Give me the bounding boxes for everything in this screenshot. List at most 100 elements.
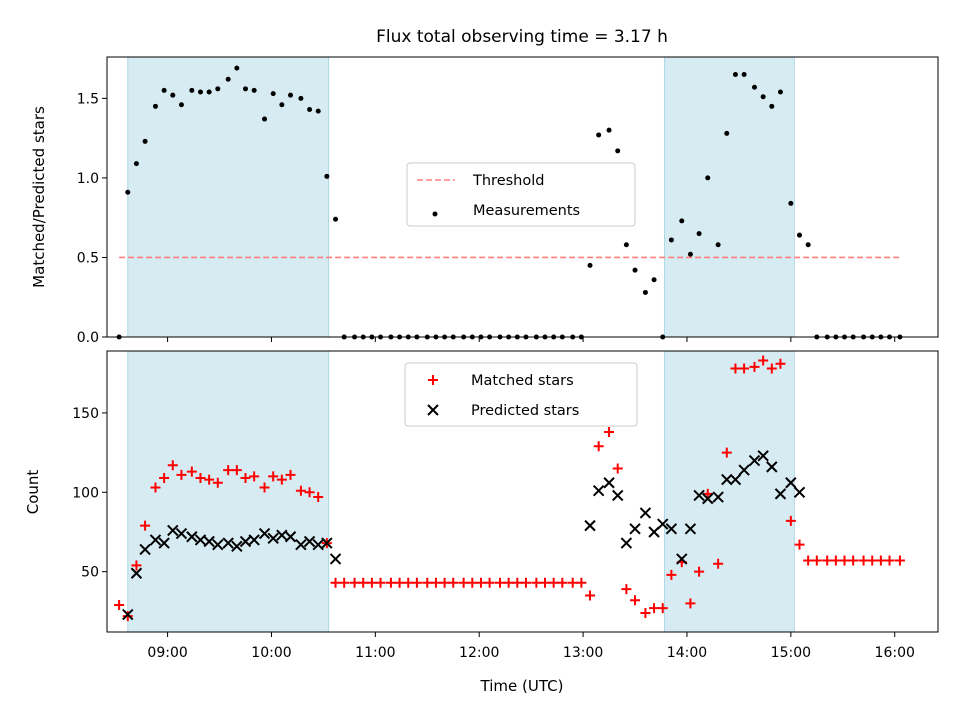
- measurement-point: [788, 200, 794, 206]
- x-tick-label: 10:00: [251, 645, 291, 661]
- legend-entry-label: Predicted stars: [471, 403, 579, 419]
- measurement-point: [805, 242, 811, 248]
- matched-star-marker: [494, 577, 505, 588]
- predicted-star-marker: [239, 535, 252, 548]
- predicted-star-marker: [629, 523, 641, 535]
- predicted-star-marker: [194, 534, 207, 546]
- matched-star-marker: [585, 590, 596, 601]
- matched-star-marker: [249, 471, 260, 482]
- matched-star-marker: [894, 555, 905, 566]
- matched-star-marker: [630, 595, 641, 606]
- legend-entry-label: Threshold: [472, 173, 544, 189]
- measurement-point: [642, 289, 648, 295]
- predicted-star-marker: [639, 507, 652, 519]
- predicted-star-marker: [212, 538, 224, 551]
- measurement-point: [751, 84, 757, 90]
- predicted-star-marker: [766, 461, 778, 473]
- matched-star-marker: [884, 555, 895, 566]
- predicted-star-marker: [793, 486, 806, 499]
- matched-star-marker: [775, 358, 786, 369]
- matched-star-marker: [567, 577, 578, 588]
- bottom-panel: 50 100 150 09:00 10:00 11:00 12:00 13:00 14:00 15…: [72, 350, 939, 661]
- shaded-interval-2: [664, 57, 795, 337]
- x-tick-label: 14:00: [667, 645, 707, 661]
- measurement-point: [705, 175, 711, 181]
- matched-star-marker: [122, 611, 133, 622]
- predicted-star-marker: [665, 523, 678, 535]
- matched-star-marker: [330, 577, 341, 588]
- matched-star-marker: [548, 577, 559, 588]
- matched-star-marker: [439, 577, 450, 588]
- predicted-star-marker: [130, 567, 143, 579]
- measurement-point: [715, 242, 721, 248]
- matched-star-marker: [794, 539, 805, 550]
- predicted-star-marker: [122, 608, 134, 621]
- matched-star-marker: [666, 569, 677, 580]
- predicted-star-marker: [785, 477, 797, 489]
- matched-star-marker: [604, 426, 615, 437]
- legend: Threshold Measurements: [406, 162, 636, 227]
- measurement-point: [632, 267, 638, 273]
- measurement-point: [777, 89, 783, 95]
- matched-star-marker: [186, 466, 197, 477]
- predicted-star-marker: [139, 543, 151, 556]
- predicted-star-marker: [592, 484, 605, 497]
- matched-star-marker: [867, 555, 878, 566]
- matched-star-marker: [366, 577, 377, 588]
- predicted-star-marker: [329, 553, 342, 565]
- matched-star-marker: [385, 577, 396, 588]
- legend-entry-label: Matched stars: [471, 373, 574, 389]
- matched-star-marker: [621, 584, 632, 595]
- measurement-point: [651, 277, 657, 283]
- matched-star-marker: [758, 355, 769, 366]
- y-tick-label: 50: [81, 565, 99, 581]
- matched-star-marker: [411, 577, 422, 588]
- matched-star-marker: [403, 577, 414, 588]
- measurement-point: [170, 92, 176, 98]
- x-tick-label: 11:00: [355, 645, 395, 661]
- matched-star-marker: [657, 603, 668, 614]
- predicted-star-marker: [702, 492, 714, 505]
- predicted-star-marker: [284, 531, 297, 543]
- matched-star-marker: [268, 471, 279, 482]
- measurement-point: [724, 130, 730, 136]
- matched-star-marker: [822, 555, 833, 566]
- matched-star-marker: [259, 482, 270, 493]
- y-tick-label: 1.0: [77, 171, 99, 187]
- top-panel: 0.0 0.5 1.0 1.5 Threshold Measurements: [77, 56, 939, 346]
- matched-star-marker: [484, 577, 495, 588]
- predicted-star-marker: [748, 454, 761, 467]
- predicted-star-marker: [729, 473, 742, 486]
- matched-star-marker: [467, 577, 478, 588]
- matched-star-marker: [640, 607, 651, 618]
- measurement-point: [679, 218, 685, 224]
- matched-star-marker: [685, 598, 696, 609]
- measurement-point: [587, 262, 593, 268]
- measurement-point: [696, 231, 702, 237]
- measurement-point: [606, 127, 612, 133]
- matched-star-marker: [713, 558, 724, 569]
- y-axis-label-top: Matched/Predicted stars: [30, 106, 48, 288]
- matched-star-marker: [830, 555, 841, 566]
- matched-star-marker: [811, 555, 822, 566]
- x-axis-label: Time (UTC): [480, 677, 564, 695]
- predicted-star-marker: [222, 537, 234, 549]
- shaded-interval-1: [127, 351, 329, 632]
- matched-star-marker: [231, 465, 242, 476]
- matched-star-marker: [114, 600, 125, 611]
- legend-box: [404, 362, 638, 427]
- measurement-point: [225, 76, 231, 82]
- predicted-star-marker: [712, 491, 724, 503]
- matched-star-marker: [702, 488, 713, 499]
- matched-star-marker: [304, 487, 315, 498]
- matched-star-marker: [150, 482, 161, 493]
- measurement-point: [152, 103, 158, 109]
- axes-frame: [106, 350, 939, 633]
- matched-star-marker: [167, 460, 178, 471]
- predicted-star-marker: [295, 538, 307, 551]
- legend-entry-label: Measurements: [473, 203, 580, 219]
- predicted-star-marker: [303, 535, 316, 548]
- matched-star-marker: [875, 555, 886, 566]
- measurement-point: [333, 216, 339, 222]
